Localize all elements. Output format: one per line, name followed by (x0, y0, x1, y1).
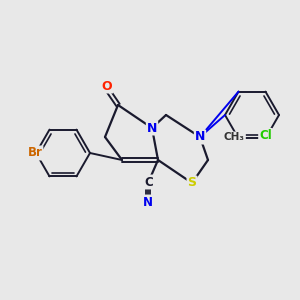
Text: Cl: Cl (259, 129, 272, 142)
Text: N: N (195, 130, 205, 143)
Text: O: O (102, 80, 112, 92)
Text: S: S (188, 176, 196, 190)
Text: N: N (147, 122, 157, 134)
Text: Br: Br (28, 146, 42, 160)
Text: N: N (143, 196, 153, 208)
Text: CH₃: CH₃ (224, 132, 245, 142)
Text: C: C (145, 176, 153, 188)
